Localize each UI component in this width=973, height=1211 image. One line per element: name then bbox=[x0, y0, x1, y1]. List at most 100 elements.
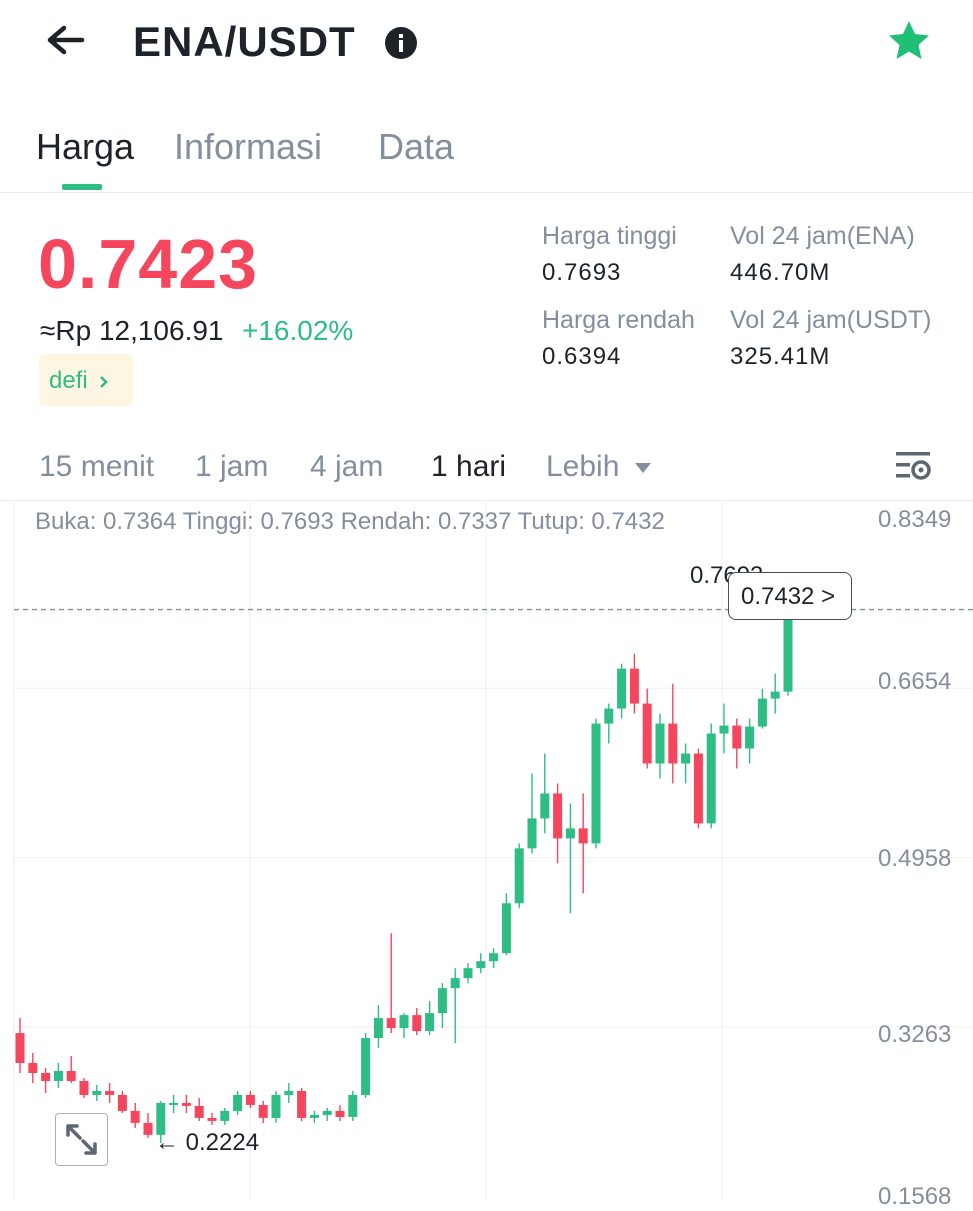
interval-more[interactable]: Lebih bbox=[546, 450, 652, 484]
candle-body bbox=[501, 903, 511, 954]
candle-body bbox=[207, 1117, 217, 1121]
vol-base-label: Vol 24 jam(ENA) bbox=[730, 222, 915, 250]
chart-settings-icon[interactable] bbox=[894, 448, 932, 484]
candle-body bbox=[514, 848, 524, 904]
tab-active-indicator bbox=[62, 184, 102, 190]
candle-body bbox=[156, 1102, 166, 1135]
current-price-tag-label: 0.7432 > bbox=[741, 583, 836, 610]
ohlc-readout: Buka: 0.7364 Tinggi: 0.7693 Rendah: 0.73… bbox=[35, 508, 665, 535]
caret-down-icon bbox=[634, 463, 651, 474]
candle-body bbox=[386, 1018, 396, 1029]
chevron-right-icon bbox=[100, 375, 109, 388]
candle-body bbox=[28, 1063, 38, 1073]
candle-body bbox=[297, 1090, 307, 1118]
expand-icon bbox=[66, 1124, 97, 1155]
candle-body bbox=[169, 1102, 179, 1105]
candle-body bbox=[578, 828, 588, 844]
category-tag-text: defi bbox=[49, 367, 88, 394]
candle-body bbox=[476, 961, 486, 969]
candle-body bbox=[309, 1114, 319, 1118]
candlestick-chart[interactable] bbox=[0, 501, 973, 1200]
interval-4h[interactable]: 4 jam bbox=[310, 450, 384, 483]
candle-body bbox=[271, 1094, 281, 1118]
candle-body bbox=[553, 793, 563, 839]
candle-body bbox=[181, 1102, 191, 1106]
candle-body bbox=[783, 610, 793, 692]
y-axis-label: 0.4958 bbox=[878, 845, 952, 872]
candle-body bbox=[629, 668, 639, 704]
info-icon[interactable] bbox=[384, 26, 418, 60]
candle-body bbox=[655, 723, 665, 764]
y-axis-label: 0.1568 bbox=[878, 1183, 952, 1210]
candle-body bbox=[732, 725, 742, 749]
candle-body bbox=[117, 1094, 127, 1111]
candle-body bbox=[617, 668, 627, 709]
candle-body bbox=[681, 753, 691, 764]
category-tag[interactable] bbox=[39, 354, 133, 406]
star-icon[interactable] bbox=[886, 18, 932, 64]
tab-data[interactable]: Data bbox=[378, 126, 455, 167]
candle-body bbox=[335, 1110, 345, 1117]
candle-body bbox=[565, 828, 575, 839]
arrow-left-icon[interactable] bbox=[42, 18, 90, 66]
candle-body bbox=[489, 953, 499, 962]
candle-body bbox=[642, 703, 652, 764]
candle-body bbox=[53, 1071, 63, 1081]
candle-body bbox=[322, 1110, 332, 1115]
candle-body bbox=[450, 978, 460, 989]
candle-body bbox=[233, 1094, 243, 1111]
candle-body bbox=[437, 988, 447, 1014]
vol-quote-value: 325.41M bbox=[730, 343, 831, 370]
candle-body bbox=[66, 1071, 76, 1081]
expand-button[interactable] bbox=[55, 1113, 108, 1166]
candle-body bbox=[130, 1110, 140, 1123]
candle-body bbox=[92, 1090, 102, 1095]
candle-body bbox=[373, 1018, 383, 1039]
candle-body bbox=[258, 1104, 268, 1118]
candle-body bbox=[348, 1094, 358, 1117]
current-price-tag[interactable] bbox=[728, 572, 852, 620]
candle-body bbox=[693, 753, 703, 824]
pair-title: ENA/USDT bbox=[133, 18, 356, 65]
price-change: +16.02% bbox=[242, 315, 354, 346]
category-tag-label: defi bbox=[49, 367, 110, 395]
candle-body bbox=[425, 1013, 435, 1032]
candle-body bbox=[361, 1038, 371, 1095]
candle-body bbox=[41, 1072, 51, 1081]
candle-body bbox=[668, 723, 678, 764]
tab-informasi[interactable]: Informasi bbox=[174, 126, 323, 167]
candle-body bbox=[194, 1105, 204, 1118]
last-price: 0.7423 bbox=[38, 225, 259, 303]
vol-quote-label: Vol 24 jam(USDT) bbox=[730, 306, 932, 334]
interval-1h[interactable]: 1 jam bbox=[195, 450, 269, 483]
candle-body bbox=[770, 691, 780, 699]
interval-15m[interactable]: 15 menit bbox=[39, 450, 155, 483]
candle-body bbox=[399, 1015, 409, 1029]
candle-body bbox=[79, 1080, 89, 1095]
candle-body bbox=[719, 725, 729, 734]
candle-body bbox=[105, 1090, 115, 1095]
y-axis-label: 0.3263 bbox=[878, 1021, 952, 1048]
y-axis-label: 0.8349 bbox=[878, 506, 952, 533]
candle-body bbox=[604, 708, 614, 724]
candle-body bbox=[220, 1110, 230, 1121]
interval-more-label: Lebih bbox=[546, 450, 620, 483]
candle-body bbox=[540, 793, 550, 819]
candle-body bbox=[591, 723, 601, 844]
divider bbox=[0, 192, 973, 193]
low-marker: ← 0.2224 bbox=[155, 1129, 260, 1156]
candle-body bbox=[463, 968, 473, 979]
candle-body bbox=[706, 733, 716, 824]
interval-1d[interactable]: 1 hari bbox=[431, 450, 507, 483]
low-label: Harga rendah bbox=[542, 306, 695, 334]
candle-body bbox=[757, 698, 767, 727]
candle-body bbox=[15, 1033, 25, 1064]
low-value: 0.6394 bbox=[542, 343, 622, 370]
vol-base-value: 446.70M bbox=[730, 259, 831, 286]
candle-body bbox=[284, 1090, 294, 1095]
candle-body bbox=[527, 818, 537, 849]
candle-body bbox=[745, 726, 755, 749]
candle-body bbox=[245, 1094, 255, 1105]
high-label: Harga tinggi bbox=[542, 222, 677, 250]
tab-harga[interactable]: Harga bbox=[36, 126, 135, 167]
